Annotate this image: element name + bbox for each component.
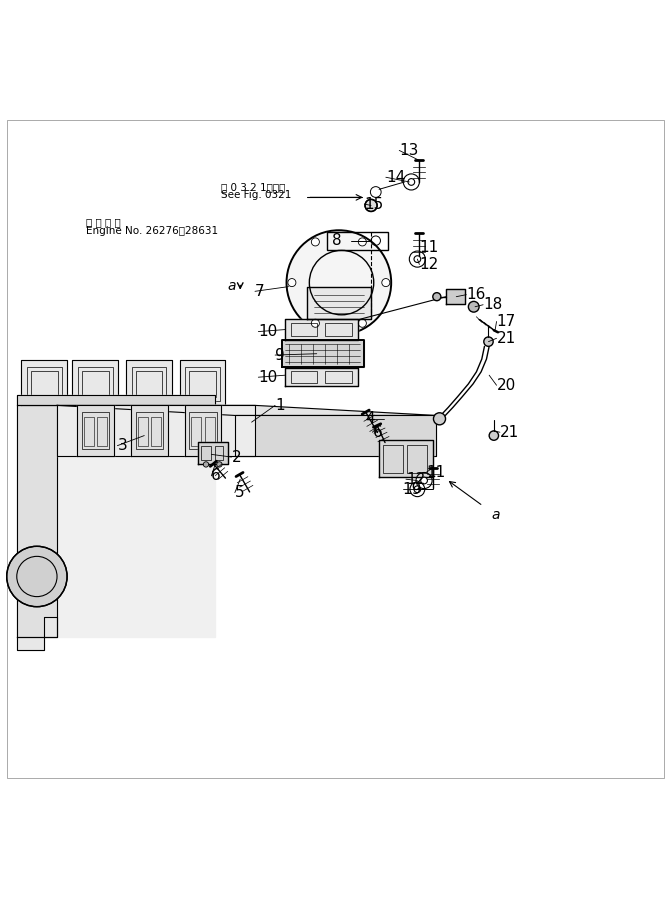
- Circle shape: [421, 477, 427, 484]
- Circle shape: [217, 462, 222, 467]
- Bar: [31, 371, 58, 397]
- Circle shape: [408, 179, 415, 185]
- Text: 5: 5: [235, 485, 244, 500]
- Polygon shape: [379, 440, 433, 477]
- Text: 13: 13: [399, 143, 419, 158]
- Bar: [132, 367, 166, 401]
- Text: 21: 21: [500, 425, 519, 440]
- Text: 6: 6: [211, 469, 221, 483]
- Circle shape: [203, 462, 209, 467]
- Bar: [291, 323, 317, 336]
- Polygon shape: [17, 395, 215, 405]
- Text: 11: 11: [426, 465, 446, 480]
- Polygon shape: [235, 416, 436, 455]
- Text: Engine No. 26276～28631: Engine No. 26276～28631: [86, 225, 218, 235]
- Circle shape: [311, 320, 319, 327]
- Text: 16: 16: [466, 287, 486, 302]
- Bar: [325, 371, 352, 383]
- Bar: [407, 445, 427, 473]
- Text: 3: 3: [117, 438, 127, 453]
- Circle shape: [358, 238, 366, 246]
- Circle shape: [382, 278, 390, 286]
- Polygon shape: [72, 360, 118, 405]
- Text: 8: 8: [332, 233, 342, 248]
- Text: See Fig. 0321: See Fig. 0321: [221, 190, 292, 200]
- Polygon shape: [77, 405, 114, 455]
- Polygon shape: [307, 287, 371, 320]
- Bar: [383, 445, 403, 473]
- Polygon shape: [446, 289, 465, 304]
- Text: a: a: [491, 507, 499, 522]
- Circle shape: [433, 413, 446, 425]
- Text: a: a: [227, 279, 236, 293]
- Bar: [136, 412, 163, 449]
- Text: 適 用 号 機: 適 用 号 機: [86, 217, 121, 227]
- Text: 第 0 3 2 1図参照: 第 0 3 2 1図参照: [221, 182, 286, 192]
- Circle shape: [365, 199, 377, 211]
- Polygon shape: [285, 368, 358, 386]
- Circle shape: [414, 486, 421, 493]
- Text: 21: 21: [497, 330, 516, 346]
- Bar: [84, 417, 94, 445]
- Polygon shape: [17, 617, 57, 650]
- Text: 10: 10: [258, 324, 278, 339]
- Bar: [138, 417, 148, 445]
- Polygon shape: [198, 443, 228, 463]
- Bar: [82, 371, 109, 397]
- Circle shape: [288, 278, 296, 286]
- Text: 19: 19: [403, 481, 422, 497]
- Text: 2: 2: [231, 450, 241, 464]
- Polygon shape: [282, 340, 364, 367]
- Bar: [151, 417, 161, 445]
- Bar: [185, 367, 220, 401]
- Bar: [215, 445, 223, 461]
- Bar: [327, 232, 388, 250]
- Text: 9: 9: [275, 348, 285, 363]
- Circle shape: [414, 256, 421, 262]
- Circle shape: [433, 293, 441, 301]
- Text: 12: 12: [406, 471, 425, 487]
- Bar: [291, 371, 317, 383]
- Circle shape: [311, 238, 319, 246]
- Text: 10: 10: [258, 370, 278, 384]
- Polygon shape: [17, 395, 215, 637]
- Circle shape: [489, 431, 499, 440]
- Bar: [136, 371, 162, 397]
- Text: 18: 18: [483, 297, 503, 313]
- Polygon shape: [131, 405, 168, 455]
- Polygon shape: [57, 405, 255, 455]
- Text: 11: 11: [419, 240, 439, 255]
- Text: 12: 12: [419, 257, 439, 272]
- Bar: [325, 323, 352, 336]
- Text: 17: 17: [497, 314, 516, 329]
- Polygon shape: [126, 360, 172, 405]
- Bar: [189, 412, 217, 449]
- Circle shape: [358, 320, 366, 327]
- Text: 20: 20: [497, 378, 516, 392]
- Polygon shape: [17, 405, 57, 637]
- Text: 6: 6: [372, 425, 382, 440]
- Text: 1: 1: [275, 398, 285, 413]
- Text: 4: 4: [366, 411, 375, 427]
- Text: 7: 7: [255, 284, 264, 299]
- Bar: [201, 445, 211, 461]
- Bar: [78, 367, 113, 401]
- Circle shape: [484, 337, 493, 347]
- Circle shape: [287, 230, 391, 335]
- Circle shape: [7, 546, 67, 607]
- Bar: [191, 417, 201, 445]
- Polygon shape: [180, 360, 225, 405]
- Bar: [82, 412, 109, 449]
- Bar: [97, 417, 107, 445]
- Circle shape: [468, 302, 479, 313]
- Polygon shape: [21, 360, 67, 405]
- Bar: [189, 371, 216, 397]
- Text: 15: 15: [364, 197, 384, 212]
- Text: 14: 14: [386, 170, 405, 185]
- Polygon shape: [57, 405, 436, 416]
- Polygon shape: [285, 320, 358, 339]
- Bar: [205, 417, 215, 445]
- Polygon shape: [185, 405, 221, 455]
- Bar: [27, 367, 62, 401]
